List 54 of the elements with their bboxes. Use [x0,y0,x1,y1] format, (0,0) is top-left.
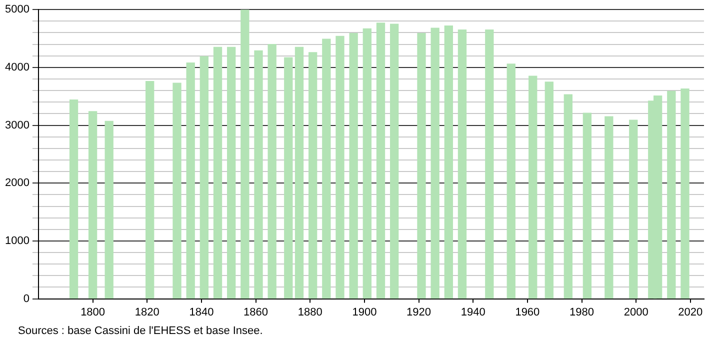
bar [444,25,453,299]
x-tick-label: 2000 [624,306,648,318]
bar [294,46,304,299]
bar [268,44,276,299]
x-tick-label: 1800 [80,306,106,318]
bar [667,90,676,299]
bar [544,82,554,299]
y-tick-label: 4000 [4,61,30,74]
bar [172,82,182,299]
x-tick-label: 1820 [134,306,160,318]
y-tick-label: 1000 [4,234,30,247]
bar [240,10,250,299]
bar [254,50,263,299]
bar [200,56,209,299]
bar [458,30,467,299]
x-tick-label: 1940 [460,306,486,318]
x-tick-label: 1880 [298,306,322,318]
bar [376,22,386,299]
bar [417,32,426,299]
x-tick-label: 1980 [570,306,594,318]
x-tick-label: 2020 [678,306,703,318]
x-tick-label: 1900 [352,306,377,318]
x-tick-label: 1860 [244,306,268,318]
bar [146,80,154,299]
bar [582,112,592,299]
bar [284,57,293,299]
bar [604,116,614,299]
bar [485,30,494,299]
bar [564,94,573,299]
bar [69,100,78,299]
bar [213,46,222,299]
bar [349,32,358,299]
bar [629,120,638,299]
bar [88,111,98,299]
bar [308,52,318,299]
x-tick-label: 1960 [515,306,540,318]
bar [322,38,331,299]
y-tick-label: 0 [23,292,30,305]
x-tick-label: 1920 [406,306,432,318]
y-tick-label: 5000 [4,4,30,16]
bar [390,24,399,299]
y-tick-label: 2000 [4,177,30,190]
bar [227,46,236,299]
bar [506,64,516,299]
x-tick-label: 1840 [189,306,214,318]
bar [362,28,372,299]
bar [104,120,114,299]
y-tick-label: 3000 [4,119,30,132]
source-note: Sources : base Cassini de l'EHESS et base Insee. [18,325,263,337]
bar [680,88,690,299]
bar [430,28,440,299]
bar [336,36,344,299]
bar [186,62,195,299]
bar [528,76,538,299]
